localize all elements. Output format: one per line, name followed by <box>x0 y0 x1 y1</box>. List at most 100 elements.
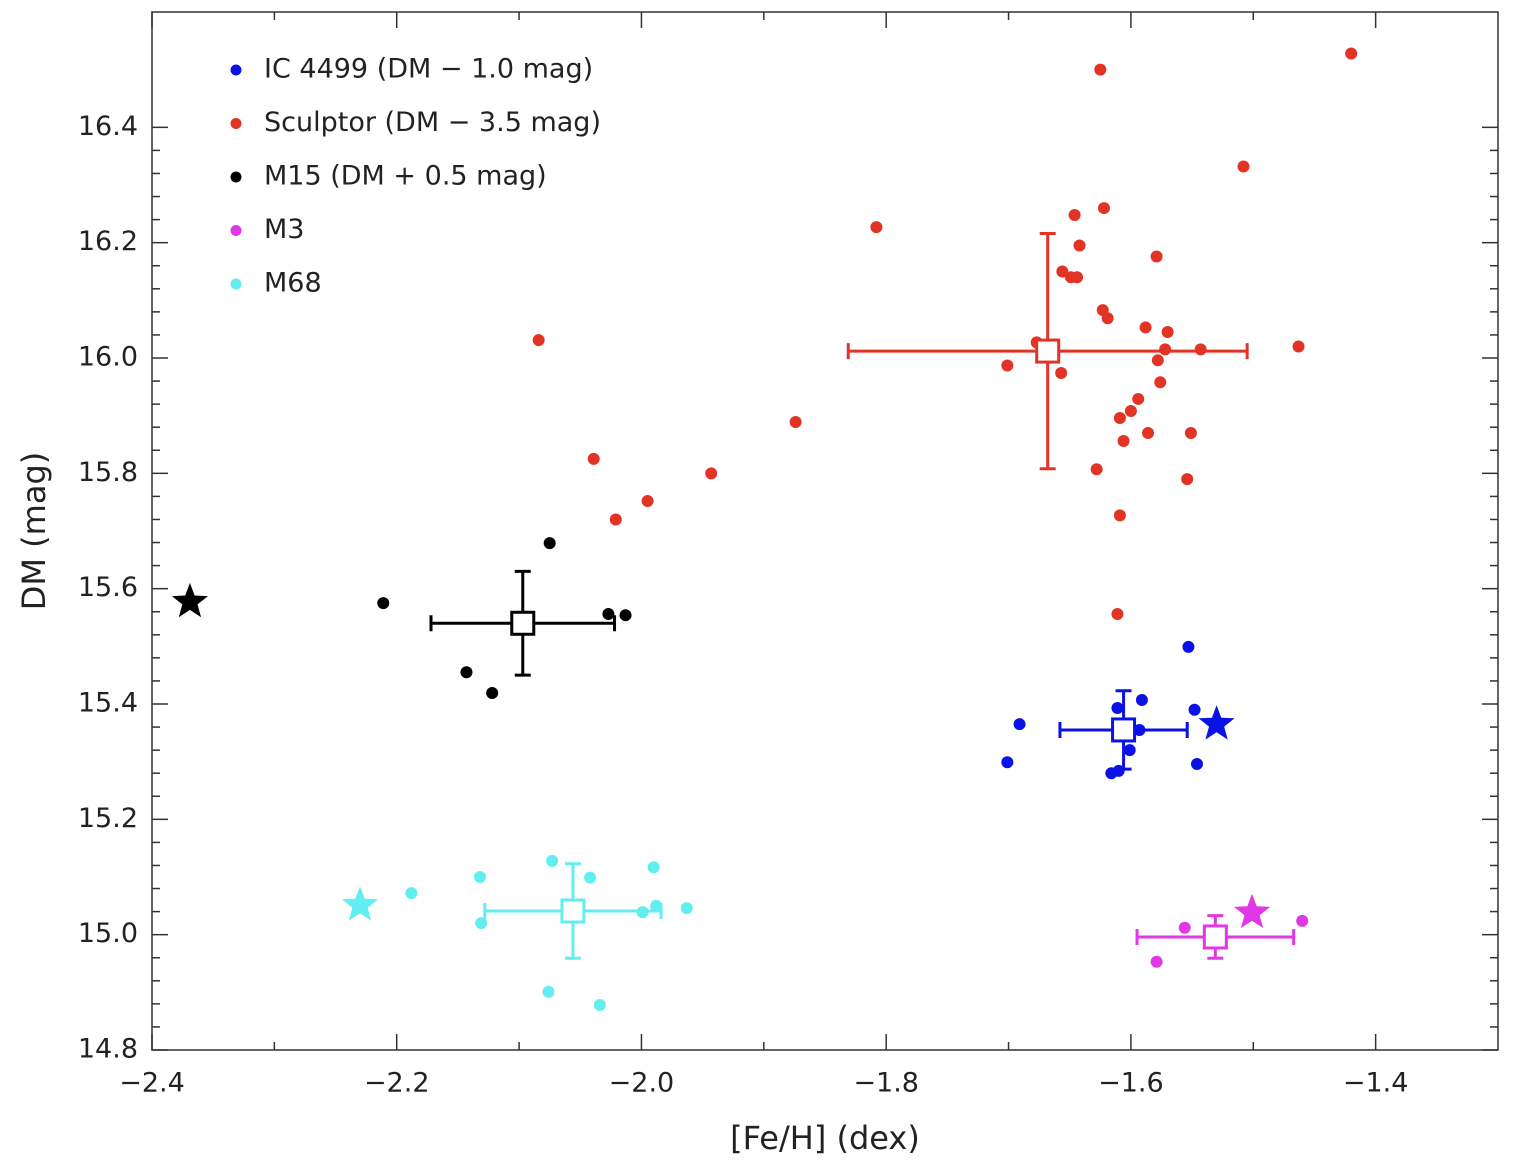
data-point <box>1345 47 1358 60</box>
data-point <box>1101 312 1114 325</box>
data-point <box>460 666 473 679</box>
x-tick-label: −2.0 <box>609 1068 675 1099</box>
data-point <box>641 495 654 508</box>
y-tick-label: 16.0 <box>78 342 138 373</box>
data-point <box>1139 321 1152 334</box>
data-point <box>1161 326 1174 339</box>
data-point <box>587 452 600 465</box>
legend-label: M68 <box>264 268 322 299</box>
y-tick-label: 15.2 <box>78 803 138 834</box>
data-point <box>1124 405 1137 418</box>
data-point <box>1090 463 1103 476</box>
data-point <box>680 902 693 915</box>
data-point <box>1150 250 1163 263</box>
star-marker <box>1198 705 1235 740</box>
data-point <box>647 861 660 874</box>
data-point <box>593 999 606 1012</box>
data-point <box>650 899 663 912</box>
legend-marker <box>230 225 242 236</box>
x-tick-label: −1.6 <box>1098 1068 1164 1099</box>
data-point <box>602 608 615 621</box>
data-point <box>1001 359 1014 372</box>
data-point <box>1292 340 1305 353</box>
y-axis-label: DM (mag) <box>15 452 53 610</box>
plot-frame <box>151 11 1499 1051</box>
data-point <box>1071 271 1084 284</box>
data-point <box>1056 265 1069 278</box>
y-tick-label: 15.0 <box>78 918 138 949</box>
x-axis-label: [Fe/H] (dex) <box>730 1119 920 1157</box>
data-point <box>1181 473 1194 486</box>
y-tick-label: 16.4 <box>78 111 138 142</box>
mean-marker <box>560 898 586 924</box>
data-point <box>1237 160 1250 173</box>
data-point <box>377 597 390 610</box>
legend-marker <box>230 278 242 290</box>
y-tick-label: 14.8 <box>78 1034 138 1065</box>
data-point <box>1182 640 1195 653</box>
data-point <box>609 513 622 526</box>
data-point <box>1190 757 1203 770</box>
data-point <box>619 609 632 622</box>
data-point <box>475 917 488 930</box>
data-point <box>1123 744 1136 757</box>
data-point <box>1159 343 1172 356</box>
data-point <box>1068 208 1081 221</box>
legend-marker <box>230 118 242 129</box>
legend-label: Sculptor (DM − 3.5 mag) <box>264 107 601 138</box>
data-point <box>584 871 597 884</box>
legend-label: M15 (DM + 0.5 mag) <box>264 161 547 192</box>
data-point <box>1194 343 1207 356</box>
mean-marker <box>1202 924 1228 950</box>
star-marker <box>171 582 208 618</box>
data-point <box>1142 426 1155 439</box>
data-point <box>1073 239 1086 252</box>
data-point <box>1154 376 1167 389</box>
data-point <box>1150 955 1163 968</box>
data-point <box>789 416 802 429</box>
mean-marker <box>1035 338 1061 364</box>
data-point <box>1296 914 1309 927</box>
data-point <box>1113 411 1126 424</box>
data-point <box>705 467 718 480</box>
x-tick-label: −1.4 <box>1343 1068 1409 1099</box>
data-point <box>405 887 418 900</box>
data-point <box>1135 693 1148 706</box>
x-tick-label: −1.8 <box>853 1068 919 1099</box>
x-tick-label: −2.2 <box>364 1068 430 1099</box>
legend-label: IC 4499 (DM − 1.0 mag) <box>264 54 593 85</box>
data-point <box>543 537 556 550</box>
data-point <box>1178 921 1191 934</box>
data-point <box>1151 354 1164 367</box>
data-point <box>870 221 883 234</box>
star-marker <box>341 886 379 921</box>
y-tick-label: 15.6 <box>78 572 138 603</box>
data-point <box>532 334 545 347</box>
data-point <box>1094 63 1107 76</box>
data-point <box>1001 756 1014 769</box>
legend-marker <box>230 64 242 76</box>
y-tick-label: 15.4 <box>78 688 138 719</box>
data-point <box>542 985 555 998</box>
data-point <box>1188 703 1201 716</box>
data-point <box>1111 702 1124 715</box>
data-point <box>1117 435 1130 448</box>
data-point <box>486 687 499 700</box>
legend-label: M3 <box>264 214 304 245</box>
star-marker <box>1234 893 1271 929</box>
legend-marker <box>230 171 242 183</box>
data-point <box>1097 202 1110 215</box>
mean-marker <box>1111 717 1137 743</box>
x-tick-label: −2.4 <box>119 1068 185 1099</box>
data-point <box>1184 426 1197 439</box>
data-point <box>473 871 486 883</box>
y-tick-label: 16.2 <box>78 226 138 257</box>
data-point <box>1055 366 1068 379</box>
data-point <box>1132 392 1145 405</box>
mean-marker <box>510 610 536 636</box>
y-tick-label: 15.8 <box>78 457 138 488</box>
data-point <box>1113 509 1126 522</box>
data-point <box>1013 718 1026 731</box>
data-point <box>546 854 559 867</box>
